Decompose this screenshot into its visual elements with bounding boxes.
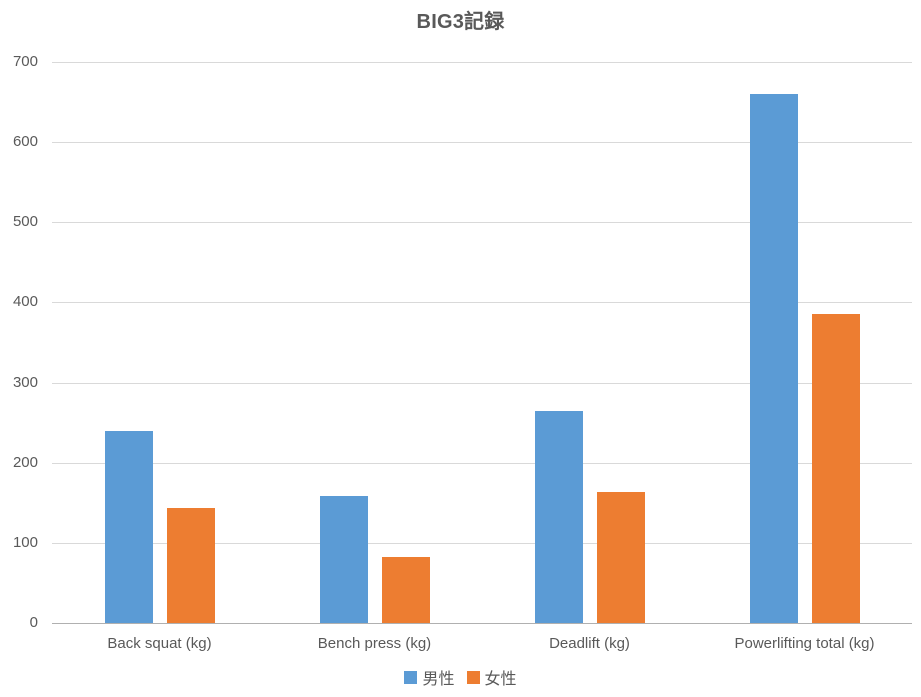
gridline [52, 382, 912, 384]
legend-label-female: 女性 [484, 671, 517, 688]
x-axis-category-label: Deadlift (kg) [549, 635, 630, 652]
x-axis-line [52, 623, 912, 624]
gridline [52, 302, 912, 304]
bar-female-bench-press-kg [382, 557, 430, 623]
gridline [52, 222, 912, 224]
bar-female-back-squat-kg [167, 508, 215, 623]
legend: 男性 女性 [0, 664, 921, 690]
y-axis-tick-label: 500 [12, 213, 38, 231]
gridline [52, 62, 912, 63]
gridline [52, 542, 912, 544]
legend-swatch-female-icon [466, 670, 480, 684]
legend-item-male: 男性 [404, 665, 455, 689]
y-axis-tick-label: 0 [29, 614, 38, 631]
bar-female-deadlift-kg [597, 492, 645, 623]
y-axis-tick-label: 100 [12, 533, 38, 551]
y-axis-tick-label: 200 [12, 453, 38, 471]
y-axis-tick-label: 600 [12, 133, 38, 151]
x-axis-category-label: Bench press (kg) [317, 635, 432, 652]
y-axis-tick-label: 700 [12, 53, 38, 70]
y-axis-tick-label: 300 [12, 373, 38, 391]
legend-item-female: 女性 [466, 665, 517, 689]
x-axis-category-label: Back squat (kg) [107, 635, 212, 652]
y-axis-tick-label: 400 [12, 293, 38, 311]
legend-label-male: 男性 [422, 671, 455, 688]
bar-female-powerlifting-total-kg [812, 314, 860, 623]
bar-male-back-squat-kg [105, 431, 153, 623]
legend-swatch-male-icon [404, 670, 418, 684]
gridline [52, 142, 912, 144]
bar-male-bench-press-kg [320, 496, 368, 623]
x-axis-category-label: Powerlifting total (kg) [734, 635, 875, 652]
bar-male-powerlifting-total-kg [750, 94, 798, 623]
gridline [52, 462, 912, 464]
plot-area [52, 62, 912, 624]
bar-male-deadlift-kg [535, 411, 583, 623]
chart-title: BIG3記録 [416, 11, 505, 33]
